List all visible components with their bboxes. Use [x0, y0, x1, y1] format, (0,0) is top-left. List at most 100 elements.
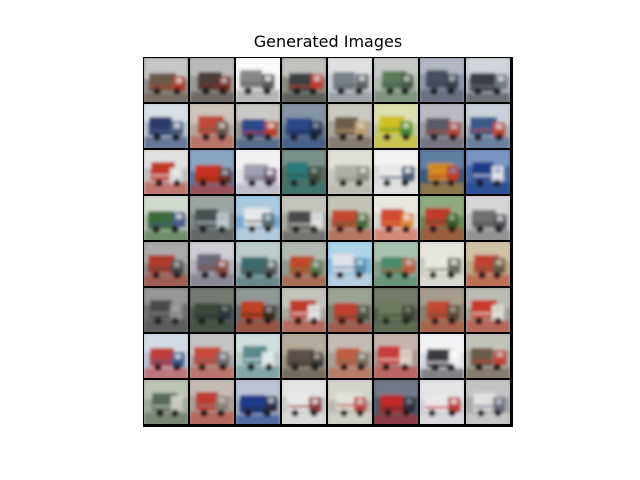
truck-image — [282, 104, 326, 148]
generated-image-tile — [374, 196, 418, 240]
truck-image — [282, 58, 326, 102]
generated-image-tile — [466, 288, 510, 332]
truck-image — [466, 104, 510, 148]
generated-image-tile — [374, 104, 418, 148]
truck-image — [190, 58, 234, 102]
truck-image — [282, 380, 326, 424]
truck-image — [420, 288, 464, 332]
truck-image — [144, 380, 188, 424]
generated-image-tile — [466, 380, 510, 424]
figure-title: Generated Images — [253, 32, 403, 51]
generated-image-tile — [236, 288, 280, 332]
truck-image — [190, 288, 234, 332]
generated-image-tile — [190, 150, 234, 194]
generated-image-tile — [328, 380, 372, 424]
generated-image-tile — [190, 58, 234, 102]
generated-image-tile — [144, 104, 188, 148]
generated-image-tile — [190, 196, 234, 240]
generated-image-tile — [144, 380, 188, 424]
truck-image — [190, 380, 234, 424]
generated-image-tile — [420, 288, 464, 332]
image-grid — [143, 57, 513, 427]
truck-image — [374, 104, 418, 148]
generated-image-tile — [328, 196, 372, 240]
truck-image — [466, 288, 510, 332]
truck-image — [466, 58, 510, 102]
truck-image — [144, 288, 188, 332]
generated-image-tile — [374, 242, 418, 286]
generated-image-tile — [466, 58, 510, 102]
truck-image — [144, 334, 188, 378]
truck-image — [190, 150, 234, 194]
truck-image — [374, 196, 418, 240]
truck-image — [374, 58, 418, 102]
truck-image — [328, 150, 372, 194]
generated-image-tile — [190, 288, 234, 332]
generated-image-tile — [374, 334, 418, 378]
generated-image-tile — [466, 242, 510, 286]
truck-image — [466, 196, 510, 240]
generated-image-tile — [328, 334, 372, 378]
truck-image — [190, 242, 234, 286]
truck-image — [466, 334, 510, 378]
generated-image-tile — [466, 334, 510, 378]
truck-image — [420, 150, 464, 194]
generated-image-tile — [190, 334, 234, 378]
generated-image-tile — [466, 196, 510, 240]
truck-image — [236, 104, 280, 148]
truck-image — [236, 150, 280, 194]
truck-image — [236, 334, 280, 378]
truck-image — [466, 242, 510, 286]
generated-image-tile — [144, 196, 188, 240]
generated-image-tile — [144, 150, 188, 194]
truck-image — [328, 58, 372, 102]
generated-image-tile — [236, 150, 280, 194]
generated-image-tile — [236, 104, 280, 148]
generated-image-tile — [420, 242, 464, 286]
generated-image-tile — [374, 58, 418, 102]
generated-image-tile — [328, 242, 372, 286]
truck-image — [466, 380, 510, 424]
generated-image-tile — [282, 104, 326, 148]
generated-image-tile — [144, 58, 188, 102]
truck-image — [144, 196, 188, 240]
truck-image — [420, 242, 464, 286]
truck-image — [144, 104, 188, 148]
generated-image-tile — [466, 104, 510, 148]
truck-image — [420, 196, 464, 240]
generated-image-tile — [328, 150, 372, 194]
truck-image — [374, 380, 418, 424]
generated-image-tile — [282, 58, 326, 102]
truck-image — [420, 58, 464, 102]
generated-image-tile — [282, 334, 326, 378]
truck-image — [236, 58, 280, 102]
truck-image — [374, 242, 418, 286]
truck-image — [328, 242, 372, 286]
generated-image-tile — [420, 380, 464, 424]
generated-image-tile — [420, 150, 464, 194]
truck-image — [236, 242, 280, 286]
truck-image — [328, 288, 372, 332]
generated-image-tile — [236, 196, 280, 240]
truck-image — [236, 380, 280, 424]
truck-image — [236, 288, 280, 332]
generated-image-tile — [420, 104, 464, 148]
truck-image — [282, 150, 326, 194]
generated-image-tile — [374, 150, 418, 194]
generated-image-tile — [144, 334, 188, 378]
truck-image — [282, 242, 326, 286]
truck-image — [190, 334, 234, 378]
generated-image-tile — [282, 288, 326, 332]
generated-image-tile — [420, 334, 464, 378]
generated-image-tile — [144, 288, 188, 332]
truck-image — [190, 104, 234, 148]
truck-image — [190, 196, 234, 240]
generated-image-tile — [282, 196, 326, 240]
truck-image — [420, 380, 464, 424]
generated-image-tile — [236, 58, 280, 102]
truck-image — [144, 242, 188, 286]
truck-image — [420, 104, 464, 148]
generated-image-tile — [144, 242, 188, 286]
truck-image — [374, 150, 418, 194]
